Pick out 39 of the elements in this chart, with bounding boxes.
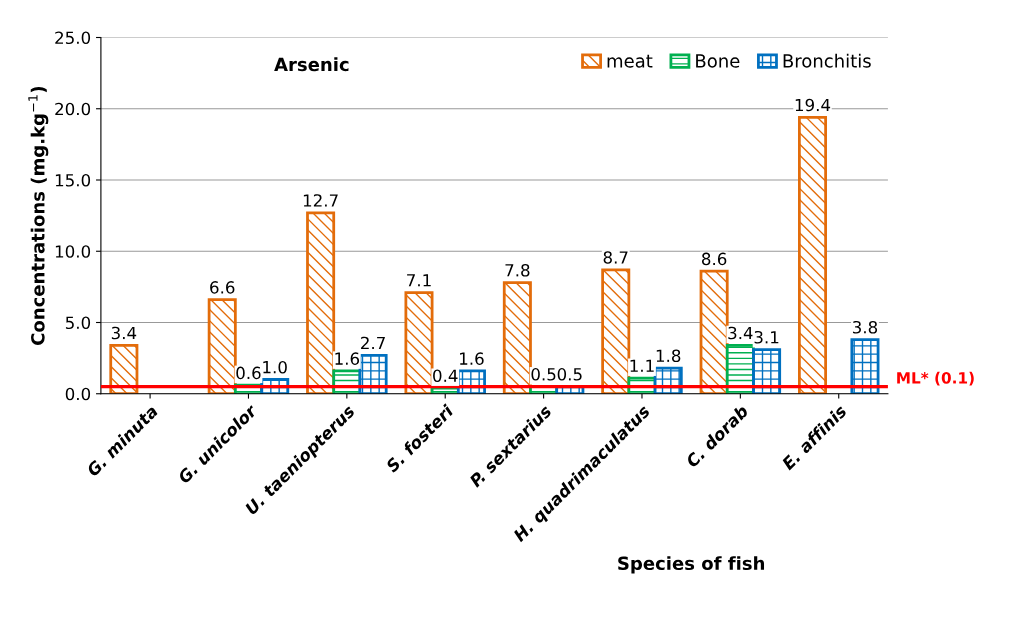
bar	[797, 115, 827, 394]
bar	[850, 338, 880, 394]
y-tick-label: 20.0	[55, 102, 91, 116]
data-label: 3.1	[754, 330, 779, 344]
data-label: 2.7	[361, 336, 385, 350]
y-tick-label: 0.0	[65, 387, 91, 401]
y-axis-title: Concentrations (mg.kg$^{−1}$)	[28, 86, 49, 345]
data-label: 1.1	[630, 359, 654, 372]
data-label: 19.4	[795, 98, 831, 112]
data-label: 3.4	[728, 326, 753, 340]
data-label: 8.6	[702, 252, 727, 266]
data-label: 7.1	[407, 274, 431, 287]
text: Arsenic	[274, 57, 349, 72]
data-label: 12.7	[303, 194, 338, 207]
ref-line-label: ML* (0.1)	[897, 371, 974, 386]
data-label: 3.8	[852, 320, 878, 334]
data-label: 0.6	[236, 366, 261, 380]
y-tick-label: 15.0	[55, 173, 91, 187]
bar	[601, 268, 631, 394]
data-label: 3.4	[111, 326, 137, 340]
y-tick-label: 5.0	[65, 316, 91, 330]
data-label: 7.8	[505, 263, 530, 277]
data-label: 1.0	[263, 360, 287, 374]
data-label: 0.5	[557, 368, 582, 381]
data-label: 8.7	[603, 251, 628, 264]
data-label: 1.6	[335, 352, 360, 365]
legend-label: Bronchitis	[783, 53, 871, 68]
legend-label: meat	[607, 54, 653, 68]
y-tick-label: 25.0	[55, 31, 91, 45]
data-label: 1.6	[460, 352, 484, 365]
x-axis-title: Species of fish	[618, 556, 765, 574]
data-label: 0.5	[531, 368, 556, 381]
y-tick-label: 10.0	[55, 245, 91, 258]
data-label: 6.6	[210, 281, 235, 294]
bar	[699, 269, 729, 394]
data-label: 0.4	[433, 369, 458, 383]
data-label: 1.8	[656, 349, 681, 363]
legend-label: Bone	[696, 54, 740, 68]
bar	[752, 348, 782, 394]
